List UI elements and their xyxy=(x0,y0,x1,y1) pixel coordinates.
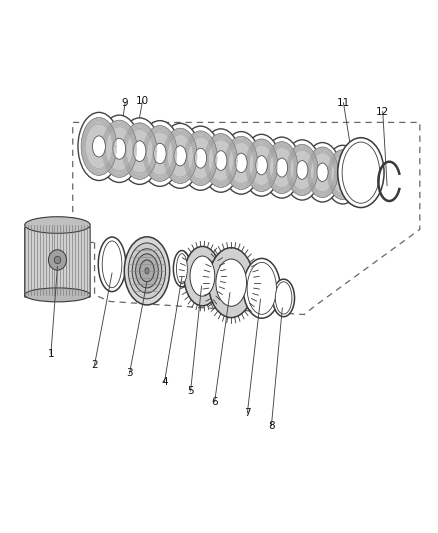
Ellipse shape xyxy=(25,288,90,302)
Ellipse shape xyxy=(222,132,261,194)
Ellipse shape xyxy=(273,279,294,317)
Ellipse shape xyxy=(263,137,300,198)
Ellipse shape xyxy=(357,168,369,186)
Ellipse shape xyxy=(181,126,220,190)
FancyBboxPatch shape xyxy=(25,227,90,297)
Ellipse shape xyxy=(102,120,137,177)
Text: 7: 7 xyxy=(244,408,251,418)
Ellipse shape xyxy=(247,262,276,314)
Ellipse shape xyxy=(133,141,146,161)
Ellipse shape xyxy=(113,139,126,159)
Ellipse shape xyxy=(160,123,200,188)
Ellipse shape xyxy=(78,112,120,181)
Ellipse shape xyxy=(98,237,126,292)
Ellipse shape xyxy=(317,163,328,182)
Text: 1: 1 xyxy=(48,349,54,359)
Ellipse shape xyxy=(325,146,361,204)
Text: 8: 8 xyxy=(268,421,275,431)
Ellipse shape xyxy=(136,254,158,288)
Ellipse shape xyxy=(119,118,160,184)
Ellipse shape xyxy=(92,136,106,157)
Ellipse shape xyxy=(348,152,378,201)
Ellipse shape xyxy=(194,148,207,168)
Text: 11: 11 xyxy=(337,98,350,108)
Ellipse shape xyxy=(216,259,247,306)
Ellipse shape xyxy=(145,268,149,274)
Ellipse shape xyxy=(235,153,247,173)
Text: 10: 10 xyxy=(136,95,149,106)
Ellipse shape xyxy=(140,260,154,282)
Ellipse shape xyxy=(184,131,217,185)
Ellipse shape xyxy=(297,160,308,179)
Ellipse shape xyxy=(102,241,122,288)
Ellipse shape xyxy=(122,123,157,180)
Ellipse shape xyxy=(328,150,358,199)
Ellipse shape xyxy=(266,142,298,193)
Text: 3: 3 xyxy=(126,368,133,378)
Ellipse shape xyxy=(128,243,166,299)
Ellipse shape xyxy=(276,158,288,177)
Ellipse shape xyxy=(49,250,67,270)
Ellipse shape xyxy=(173,251,191,287)
Ellipse shape xyxy=(154,143,166,164)
Ellipse shape xyxy=(132,249,162,293)
Ellipse shape xyxy=(184,246,221,306)
Text: 5: 5 xyxy=(187,386,194,396)
Ellipse shape xyxy=(99,115,140,182)
Ellipse shape xyxy=(143,126,177,181)
Ellipse shape xyxy=(174,146,187,166)
Text: 6: 6 xyxy=(211,397,218,407)
Ellipse shape xyxy=(177,254,187,284)
Ellipse shape xyxy=(140,120,180,187)
Text: 9: 9 xyxy=(122,98,128,108)
Ellipse shape xyxy=(338,138,384,207)
Ellipse shape xyxy=(307,147,338,198)
Text: 2: 2 xyxy=(91,360,98,370)
Ellipse shape xyxy=(54,256,61,264)
Ellipse shape xyxy=(225,136,258,190)
Ellipse shape xyxy=(286,144,318,196)
Ellipse shape xyxy=(208,248,254,318)
Ellipse shape xyxy=(201,129,240,192)
Ellipse shape xyxy=(345,148,381,206)
Ellipse shape xyxy=(245,139,278,191)
Ellipse shape xyxy=(124,237,170,305)
Ellipse shape xyxy=(304,142,341,202)
Ellipse shape xyxy=(190,256,215,296)
Text: 4: 4 xyxy=(161,377,168,387)
Ellipse shape xyxy=(337,166,348,184)
Ellipse shape xyxy=(243,259,280,318)
Ellipse shape xyxy=(204,134,237,188)
Ellipse shape xyxy=(283,140,321,200)
Ellipse shape xyxy=(163,128,197,183)
Text: 12: 12 xyxy=(376,107,389,117)
Ellipse shape xyxy=(243,134,280,196)
Ellipse shape xyxy=(342,142,380,203)
Ellipse shape xyxy=(215,151,227,171)
Ellipse shape xyxy=(256,156,267,175)
Ellipse shape xyxy=(25,217,90,233)
Ellipse shape xyxy=(276,282,292,314)
Ellipse shape xyxy=(81,117,117,175)
